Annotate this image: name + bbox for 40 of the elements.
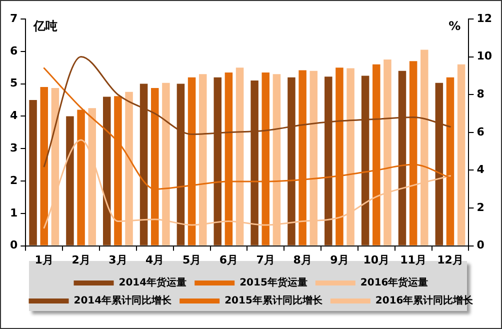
y-tick-label: 3: [10, 141, 18, 154]
bar: [40, 87, 48, 246]
bar: [66, 116, 74, 246]
legend-label: 2014年货运量: [118, 276, 187, 289]
y-tick-label: 2: [10, 174, 18, 187]
y2-tick-label: 6: [476, 125, 485, 138]
legend-label: 2014年累计同比增长: [74, 294, 173, 307]
y-tick-label: 4: [10, 109, 18, 122]
y-tick-label: 1: [10, 206, 18, 220]
x-tick-label: 2月: [72, 253, 90, 266]
y2-tick-label: 4: [476, 163, 485, 176]
x-tick-label: 7月: [256, 253, 275, 266]
y-tick-label: 6: [10, 44, 18, 58]
x-tick-label: 9月: [330, 253, 349, 266]
y-tick-label: 5: [10, 76, 18, 90]
x-tick-label: 4月: [146, 253, 164, 266]
legend-label: 2015年累计同比增长: [224, 294, 324, 307]
y2-tick-label: 10: [476, 50, 492, 63]
x-tick-label: 5月: [182, 253, 202, 266]
x-tick-label: 1月: [34, 253, 54, 266]
y2-axis-title: %: [448, 19, 461, 34]
legend-label: 2016年货运量: [360, 276, 428, 289]
bar: [29, 100, 37, 246]
bar: [103, 96, 111, 246]
x-tick-label: 8月: [293, 253, 312, 266]
y-tick-label: 0: [10, 238, 18, 252]
legend-label: 2015年货运量: [240, 276, 308, 289]
y-axis-title: 亿吨: [32, 19, 58, 34]
bar: [457, 64, 466, 246]
x-tick-label: 6月: [219, 253, 238, 266]
y-tick-label: 7: [10, 12, 18, 25]
y2-tick-label: 8: [476, 87, 484, 100]
y2-tick-label: 0: [476, 238, 485, 252]
x-tick-label: 10月: [363, 253, 390, 266]
y2-tick-label: 2: [476, 200, 484, 214]
legend-label: 2016年累计同比增长: [375, 294, 474, 307]
x-tick-label: 11月: [400, 253, 426, 266]
x-tick-label: 12月: [437, 253, 464, 266]
x-tick-label: 3月: [108, 253, 128, 266]
y2-tick-label: 12: [476, 12, 492, 25]
